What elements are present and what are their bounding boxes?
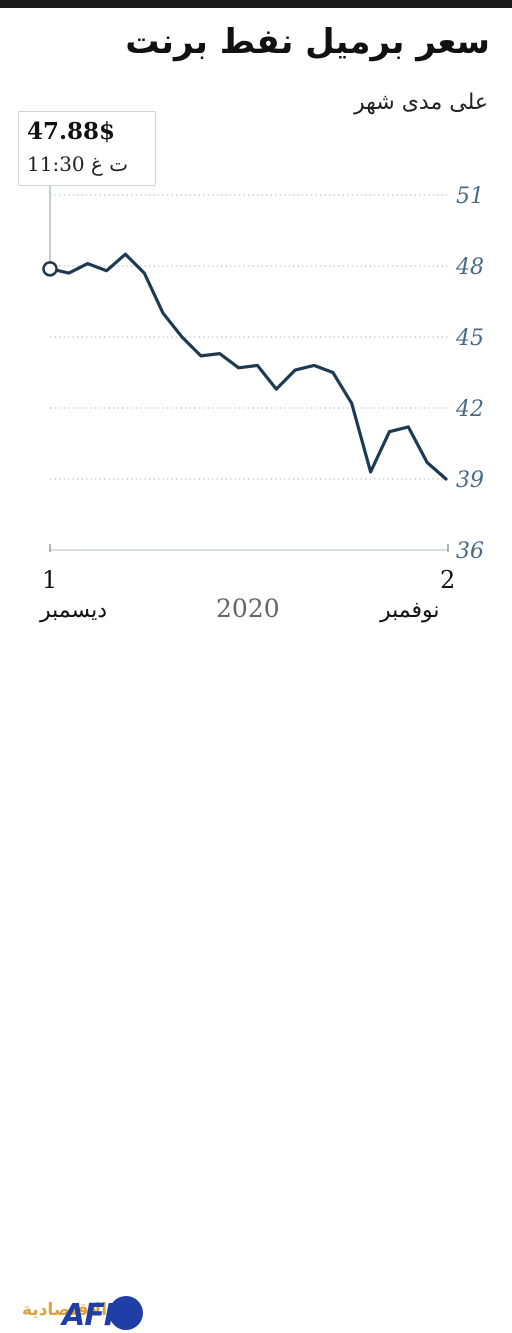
x-end-month: نوفمبر [380, 598, 440, 623]
top-rule [0, 0, 512, 8]
brent-price-chart: 51 48 45 42 39 36 [42, 184, 484, 564]
year-label: 2020 [216, 594, 280, 623]
chart-title: سعر برميل نفط برنت [125, 22, 490, 62]
x-end-day: 2 [440, 566, 456, 594]
x-start-day: 1 [42, 566, 58, 594]
latest-price-value: 47.88$ [27, 118, 116, 145]
grid-layer [49, 194, 449, 552]
y-tick-label-36: 36 [456, 539, 484, 564]
y-tick-layer: 51 48 45 42 39 36 [455, 184, 484, 564]
y-tick-label-39: 39 [456, 468, 484, 493]
y-tick-label-51: 51 [456, 184, 484, 209]
y-tick-label-45: 45 [455, 326, 484, 351]
latest-price-callout: 47.88$ 11:30 ت غ [18, 111, 156, 186]
chart-subtitle: على مدى شهر [354, 90, 488, 115]
latest-price-marker [42, 261, 58, 277]
y-tick-label-48: 48 [455, 255, 484, 280]
afp-logo: الاقتصادية AFP [10, 648, 143, 1333]
afp-logo-dot [109, 1296, 143, 1330]
y-tick-label-42: 42 [455, 397, 484, 422]
latest-price-time: 11:30 ت غ [27, 152, 129, 176]
price-line [48, 252, 448, 481]
x-start-month: ديسمبر [40, 598, 108, 623]
